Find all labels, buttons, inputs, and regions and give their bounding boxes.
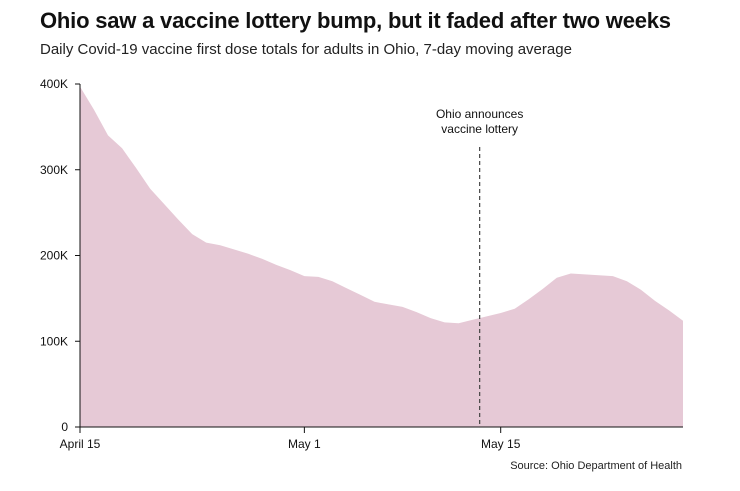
x-tick-label: May 15 bbox=[481, 437, 521, 451]
y-tick-label: 100K bbox=[40, 334, 68, 348]
area-layer bbox=[80, 86, 683, 427]
area-series bbox=[80, 86, 683, 427]
y-tick-label: 200K bbox=[40, 249, 68, 263]
x-tick-label: April 15 bbox=[60, 437, 101, 451]
annotation-label: vaccine lottery bbox=[441, 122, 518, 136]
y-tick-label: 0 bbox=[61, 420, 68, 434]
y-tick-label: 400K bbox=[40, 77, 68, 91]
x-tick-label: May 1 bbox=[288, 437, 321, 451]
chart-subtitle: Daily Covid-19 vaccine first dose totals… bbox=[40, 41, 572, 58]
axis-layer: 0 100K 200K 300K 400K April 15 May 1 May 15 bbox=[40, 77, 683, 451]
annotation-label: Ohio announces bbox=[436, 107, 523, 121]
chart-title: Ohio saw a vaccine lottery bump, but it … bbox=[40, 8, 671, 33]
source-note: Source: Ohio Department of Health bbox=[510, 460, 682, 472]
y-tick-label: 300K bbox=[40, 163, 68, 177]
